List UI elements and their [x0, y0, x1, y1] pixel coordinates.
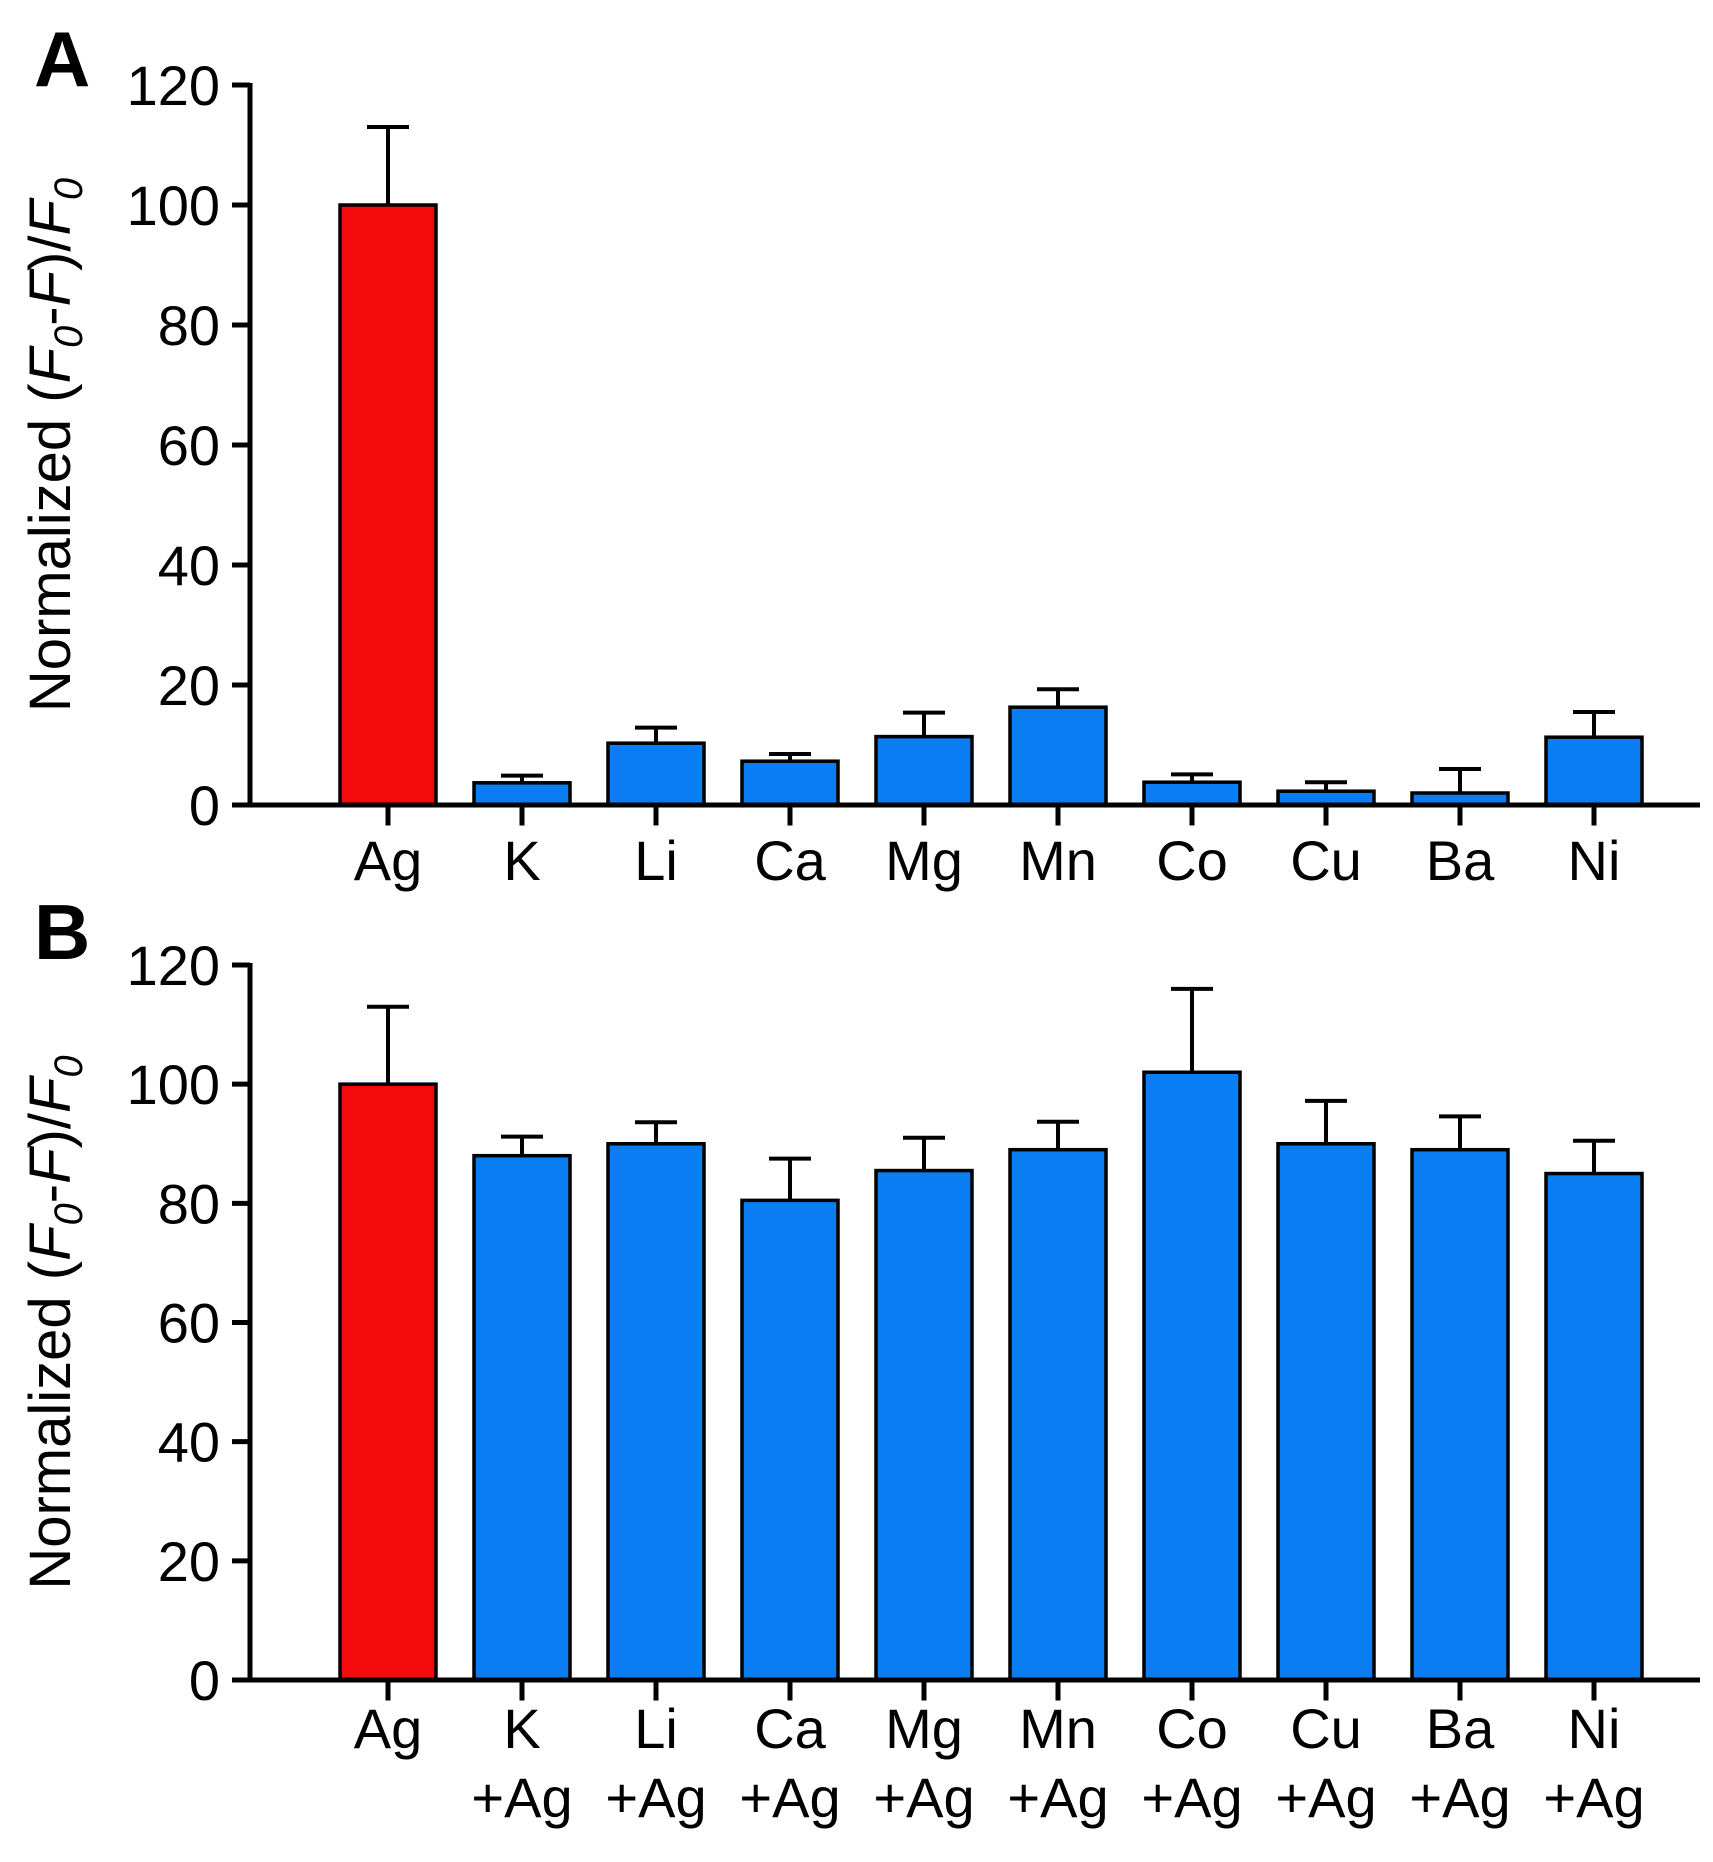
x-tick-label-Ca: Ca — [754, 829, 826, 892]
y-tick-label-120: 120 — [127, 934, 220, 997]
y-axis-title: Normalized (F0-F)/F0 — [18, 1055, 91, 1589]
x-tick-label2-Ca: +Ag — [739, 1766, 840, 1829]
y-tick-label-20: 20 — [158, 1530, 220, 1593]
x-tick-label-Cu: Cu — [1290, 829, 1362, 892]
y-tick-label-60: 60 — [158, 414, 220, 477]
x-tick-label-Ba: Ba — [1426, 1697, 1495, 1760]
x-tick-label2-Co: +Ag — [1141, 1766, 1242, 1829]
y-tick-label-40: 40 — [158, 534, 220, 597]
y-tick-label-20: 20 — [158, 654, 220, 717]
panel-b-letter: B — [34, 888, 91, 976]
x-tick-label-Ag: Ag — [354, 829, 423, 892]
bar-Cu+Ag — [1276, 1142, 1376, 1682]
bar-K — [472, 781, 572, 807]
y-tick-label-0: 0 — [189, 774, 220, 837]
panel-a-letter: A — [34, 15, 91, 103]
x-tick-label-K: K — [503, 829, 540, 892]
x-tick-label2-Mg: +Ag — [873, 1766, 974, 1829]
x-tick-label-Mn: Mn — [1019, 829, 1097, 892]
bar-Co+Ag — [1142, 1070, 1242, 1682]
bar-Ba+Ag — [1410, 1147, 1510, 1682]
x-tick-label2-Mn: +Ag — [1007, 1766, 1108, 1829]
x-tick-label2-Ba: +Ag — [1409, 1766, 1510, 1829]
x-tick-label2-Cu: +Ag — [1275, 1766, 1376, 1829]
x-tick-label-Ba: Ba — [1426, 829, 1495, 892]
x-tick-label-Ag: Ag — [354, 1697, 423, 1760]
x-tick-label-Mg: Mg — [885, 1697, 963, 1760]
bar-Ag — [338, 1082, 438, 1682]
bar-Mg+Ag — [874, 1168, 974, 1682]
bar-Mn+Ag — [1008, 1147, 1108, 1682]
y-tick-label-40: 40 — [158, 1411, 220, 1474]
bar-Ca+Ag — [740, 1198, 840, 1682]
y-tick-label-100: 100 — [127, 1053, 220, 1116]
y-tick-label-80: 80 — [158, 294, 220, 357]
x-tick-label-Ni: Ni — [1568, 829, 1621, 892]
x-tick-label-Ca: Ca — [754, 1697, 826, 1760]
y-tick-label-100: 100 — [127, 174, 220, 237]
x-tick-label-Ni: Ni — [1568, 1697, 1621, 1760]
x-tick-label-Li: Li — [634, 829, 678, 892]
panel-a-bar-chart: 0 20 40 60 80 100 120 Ag K Li Ca Mg Mn Co Cu Ba Ni Normal… — [18, 54, 1700, 892]
bar-Ni+Ag — [1544, 1171, 1644, 1682]
y-tick-label-80: 80 — [158, 1172, 220, 1235]
x-tick-label2-Li: +Ag — [605, 1766, 706, 1829]
bar-Ni — [1544, 735, 1644, 807]
y-tick-label-0: 0 — [189, 1649, 220, 1712]
y-axis-title: Normalized (F0-F)/F0 — [18, 178, 91, 712]
x-tick-label2-Ni: +Ag — [1543, 1766, 1644, 1829]
x-tick-label-Co: Co — [1156, 1697, 1228, 1760]
bar-Ag — [338, 203, 438, 807]
bar-K+Ag — [472, 1153, 572, 1682]
x-tick-label-Mg: Mg — [885, 829, 963, 892]
x-tick-label2-K: +Ag — [471, 1766, 572, 1829]
y-tick-label-60: 60 — [158, 1292, 220, 1355]
x-tick-label-Cu: Cu — [1290, 1697, 1362, 1760]
x-tick-label-Mn: Mn — [1019, 1697, 1097, 1760]
bar-Mg — [874, 734, 974, 807]
y-tick-label-120: 120 — [127, 54, 220, 117]
bar-Li — [606, 741, 706, 807]
bar-Ca — [740, 759, 840, 807]
x-tick-label-Li: Li — [634, 1697, 678, 1760]
x-tick-label-K: K — [503, 1697, 540, 1760]
bar-Li+Ag — [606, 1142, 706, 1682]
bar-Mn — [1008, 705, 1108, 807]
x-tick-label-Co: Co — [1156, 829, 1228, 892]
bar-Co — [1142, 780, 1242, 807]
